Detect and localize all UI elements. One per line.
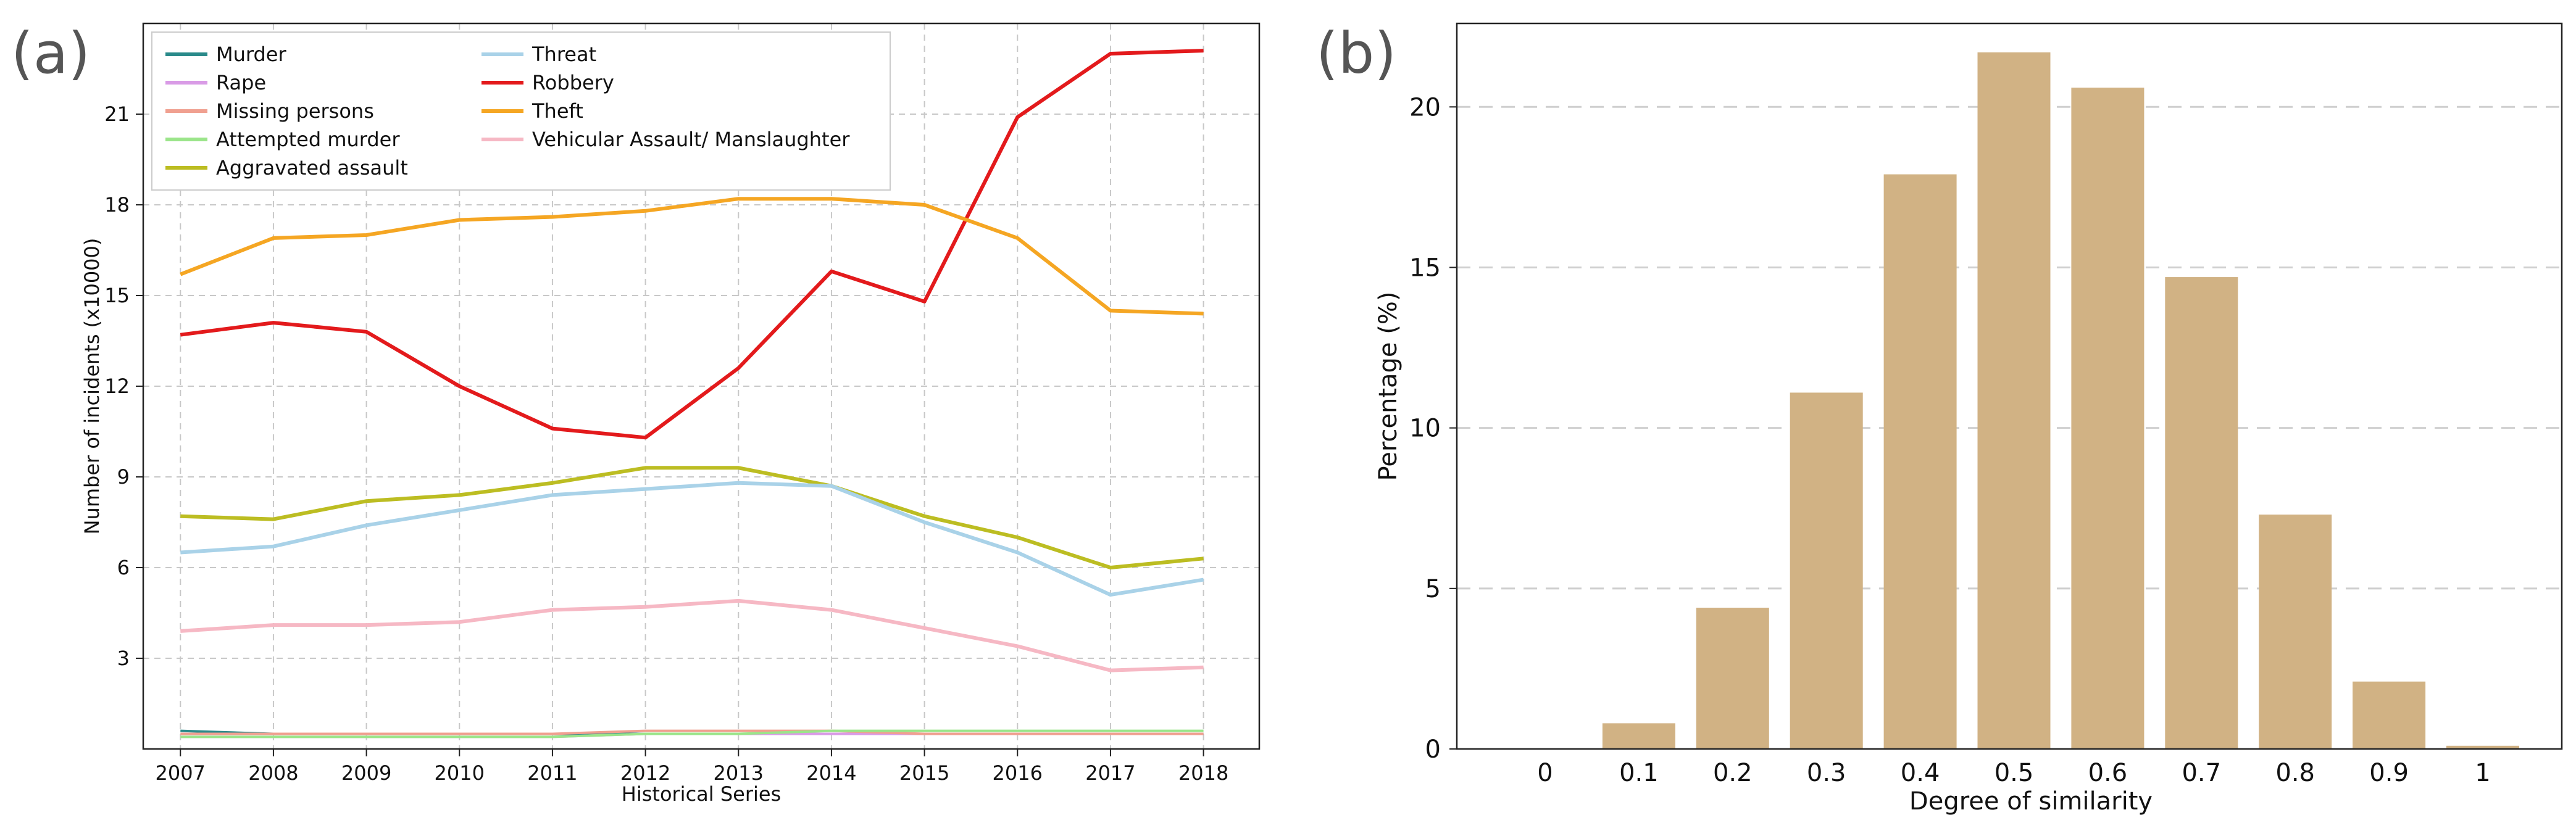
line-chart: 3 6 9 12 15 18 21 2007 2008 2009 2010 2011 2012 2013… xyxy=(80,22,1261,806)
chart-a-y-tick-label: 12 xyxy=(104,374,130,398)
chart-b-x-tick-label: 0.4 xyxy=(1901,759,1940,787)
chart-a-y-ticks: 3 6 9 12 15 18 21 xyxy=(104,102,143,670)
legend-label: Rape xyxy=(216,71,266,94)
series-line-robbery xyxy=(180,49,1204,440)
bar-0.2 xyxy=(1696,608,1769,749)
legend-label: Aggravated assault xyxy=(216,156,408,180)
chart-b-x-tick-label: 0.1 xyxy=(1619,759,1659,787)
chart-b-x-ticks: 0 0.1 0.2 0.3 0.4 0.5 0.6 0.7 0.8 0.9 1 xyxy=(1537,759,2490,787)
panel-label-b: (b) xyxy=(1316,20,1396,86)
chart-b-y-tick-label: 10 xyxy=(1409,415,1441,443)
chart-a-y-tick-label: 6 xyxy=(117,556,130,579)
bar-0.9 xyxy=(2353,681,2426,749)
chart-a-y-axis-label: Number of incidents (x10000) xyxy=(80,238,104,535)
bar-0.7 xyxy=(2165,277,2238,749)
chart-b-plot-frame xyxy=(1456,22,2563,750)
chart-b-x-tick-label: 0.3 xyxy=(1807,759,1846,787)
series-line-missing-persons xyxy=(180,729,1204,735)
chart-b-x-tick-label: 0.9 xyxy=(2369,759,2409,787)
chart-b-x-tick-label: 0.2 xyxy=(1713,759,1753,787)
bar-0.8 xyxy=(2259,515,2332,749)
legend-label: Attempted murder xyxy=(216,128,400,151)
chart-a-x-tick-label: 2017 xyxy=(1085,761,1135,785)
chart-a-x-tick-label: 2012 xyxy=(620,761,670,785)
bar-0.4 xyxy=(1883,174,1957,749)
chart-a-x-tick-label: 2018 xyxy=(1178,761,1228,785)
chart-a-y-tick-label: 9 xyxy=(117,465,130,489)
bar-0.3 xyxy=(1790,392,1863,749)
chart-b-x-tick-label: 0.6 xyxy=(2088,759,2128,787)
chart-a-x-tick-label: 2015 xyxy=(899,761,949,785)
chart-a-x-ticks: 2007 2008 2009 2010 2011 2012 2013 2014 2015 2016… xyxy=(156,749,1228,785)
legend-label: Missing persons xyxy=(216,99,374,123)
chart-b-y-axis-label: Percentage (%) xyxy=(1374,292,1403,481)
bar-0.6 xyxy=(2071,88,2145,749)
chart-a-legend: Murder Rape Missing persons Attempted murde… xyxy=(151,31,891,191)
chart-b-x-tick-label: 0.8 xyxy=(2275,759,2315,787)
chart-a-x-tick-label: 2011 xyxy=(527,761,577,785)
chart-a-y-tick-label: 18 xyxy=(104,193,130,217)
panel-label-a: (a) xyxy=(11,20,90,86)
chart-b-y-tick-label: 5 xyxy=(1425,575,1441,603)
series-line-threat xyxy=(180,481,1204,597)
chart-a-x-tick-label: 2010 xyxy=(435,761,485,785)
series-line-aggravated-assault xyxy=(180,466,1204,569)
chart-a-x-tick-label: 2016 xyxy=(993,761,1043,785)
chart-b-bars xyxy=(1602,52,2519,749)
chart-a-x-tick-label: 2008 xyxy=(248,761,298,785)
chart-b-gridlines xyxy=(1457,105,2562,590)
chart-a-x-axis-label: Historical Series xyxy=(622,782,781,806)
chart-b-x-tick-label: 0.5 xyxy=(1995,759,2034,787)
legend-label: Threat xyxy=(531,43,596,66)
chart-b-x-tick-label: 1 xyxy=(2475,759,2490,787)
chart-b-y-tick-label: 20 xyxy=(1409,93,1441,122)
legend-label: Theft xyxy=(531,99,583,123)
chart-b-y-tick-label: 0 xyxy=(1425,735,1441,764)
legend-label: Murder xyxy=(216,43,286,66)
series-line-theft xyxy=(180,197,1204,316)
chart-b-x-axis-label: Degree of similarity xyxy=(1909,787,2153,816)
chart-a-y-tick-label: 21 xyxy=(104,102,130,126)
chart-a-y-tick-label: 15 xyxy=(104,284,130,307)
chart-b-x-tick-label: 0 xyxy=(1537,759,1553,787)
legend-label: Robbery xyxy=(532,71,614,94)
legend-label: Vehicular Assault/ Manslaughter xyxy=(532,128,850,151)
chart-a-x-tick-label: 2014 xyxy=(806,761,856,785)
chart-a-y-tick-label: 3 xyxy=(117,647,130,670)
chart-a-series-lines xyxy=(180,49,1204,738)
bar-0.5 xyxy=(1977,52,2051,749)
series-line-attempted-murder xyxy=(180,729,1204,738)
bar-chart: 0 5 10 15 20 0 0.1 0.2 0.3 0.4 0.5 0.6 0.7 0.8 0.9 1 D… xyxy=(1374,22,2563,816)
chart-b-y-tick-label: 15 xyxy=(1409,254,1441,282)
bar-0.1 xyxy=(1602,723,1675,749)
chart-b-x-tick-label: 0.7 xyxy=(2182,759,2221,787)
chart-a-x-tick-label: 2009 xyxy=(341,761,391,785)
chart-a-x-tick-label: 2013 xyxy=(714,761,764,785)
chart-a-x-tick-label: 2007 xyxy=(156,761,206,785)
bar-1 xyxy=(2446,745,2519,749)
series-line-vehicular-assault-manslaughter xyxy=(180,598,1204,672)
chart-b-y-ticks: 0 5 10 15 20 xyxy=(1409,93,1457,764)
